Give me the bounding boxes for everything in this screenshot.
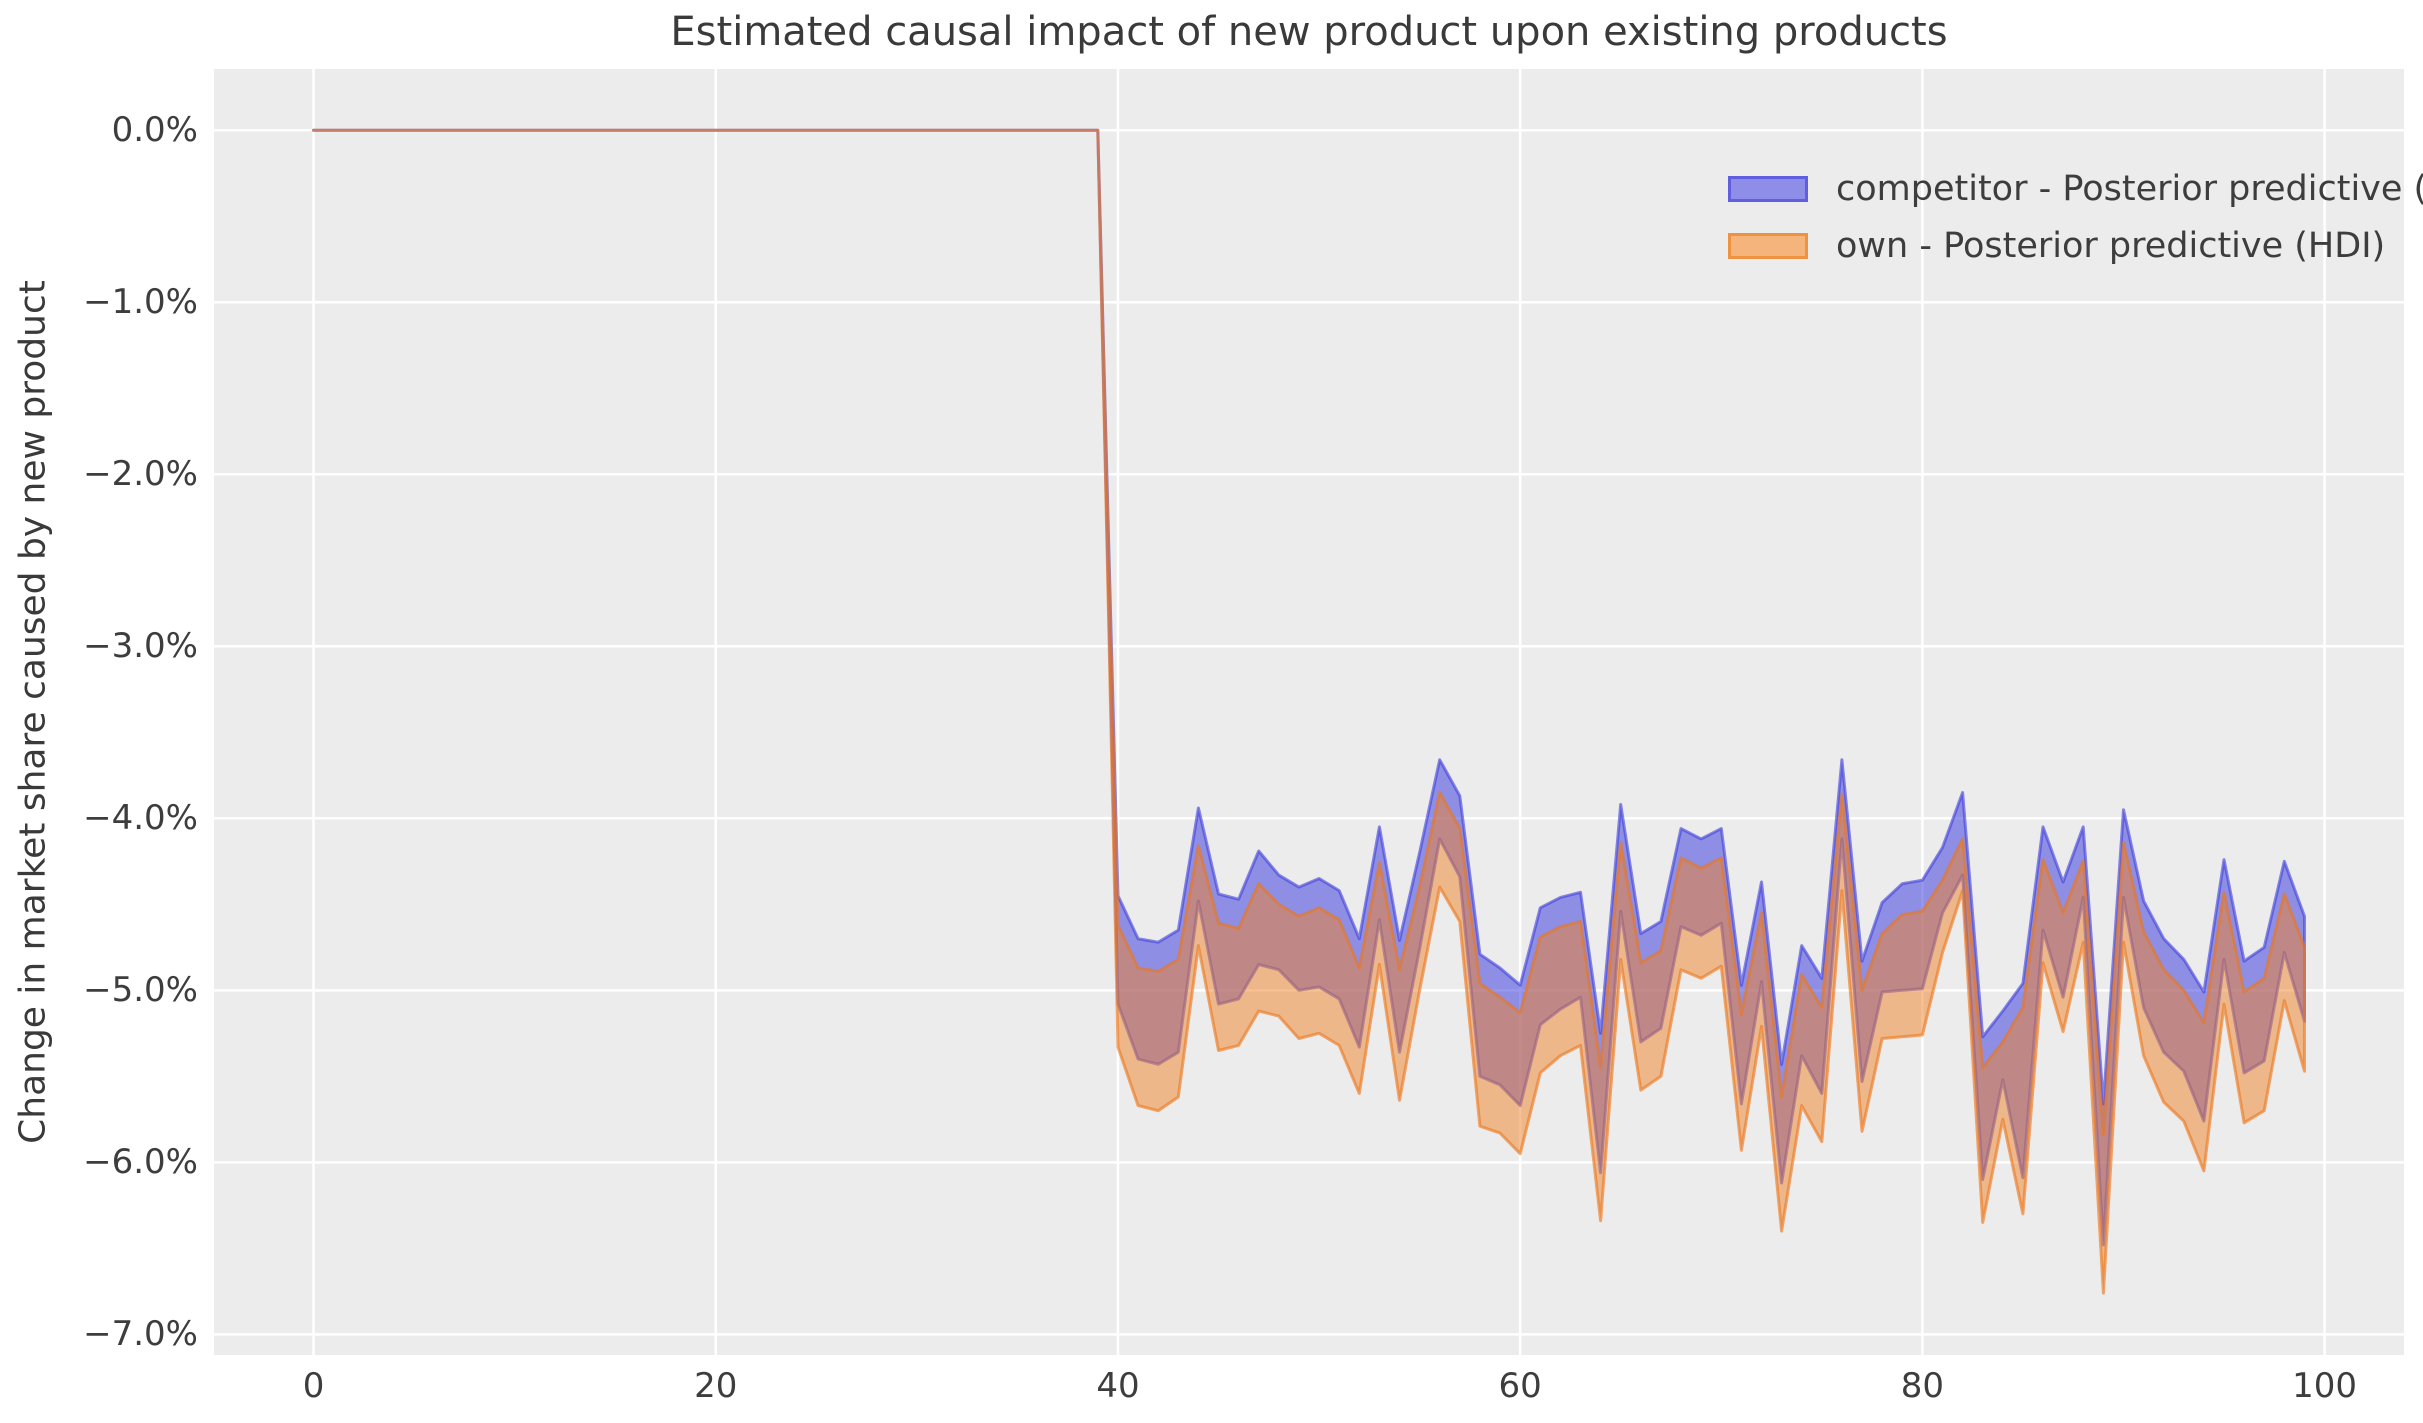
y-tick-label: −5.0% (83, 970, 198, 1011)
y-tick-label: −6.0% (83, 1142, 198, 1183)
legend-label-competitor: competitor - Posterior predictive (HDI) (1836, 169, 2423, 209)
x-tick-label: 20 (694, 1366, 738, 1406)
own-hdi-swatch-icon (1728, 233, 1808, 259)
y-axis-label: Change in market share caused by new pro… (12, 280, 54, 1144)
own-hdi-band (312, 128, 2306, 1295)
y-tick-label: −4.0% (83, 798, 198, 839)
x-tick-label: 40 (1096, 1366, 1140, 1406)
plot-area: competitor - Posterior predictive (HDI) … (214, 69, 2423, 1355)
chart-title: Estimated causal impact of new product u… (670, 9, 1948, 55)
y-tick-label: −1.0% (83, 282, 198, 323)
x-tick-label: 100 (2292, 1366, 2358, 1406)
competitor-hdi-swatch-icon (1728, 176, 1808, 202)
legend-label-own: own - Posterior predictive (HDI) (1836, 226, 2386, 266)
y-tick-label: −7.0% (83, 1314, 198, 1355)
x-tick-label: 0 (302, 1366, 325, 1406)
x-tick-label: 60 (1498, 1366, 1542, 1406)
legend: competitor - Posterior predictive (HDI) … (1728, 169, 2423, 289)
plot-canvas (214, 69, 2404, 1355)
y-tick-label: −3.0% (83, 626, 198, 667)
y-tick-label: −2.0% (83, 454, 198, 495)
legend-item-competitor: competitor - Posterior predictive (HDI) (1728, 169, 2423, 209)
legend-item-own: own - Posterior predictive (HDI) (1728, 226, 2423, 266)
x-tick-label: 80 (1900, 1366, 1944, 1406)
y-tick-label: 0.0% (111, 110, 198, 151)
